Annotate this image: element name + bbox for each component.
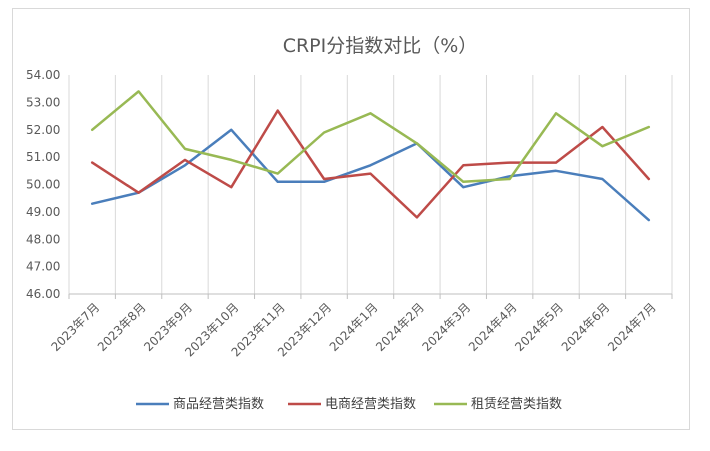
legend-item: 租赁经营类指数 — [434, 397, 562, 412]
y-tick-label: 54.00 — [26, 68, 60, 82]
legend-label: 租赁经营类指数 — [471, 397, 562, 412]
legend-label: 电商经营类指数 — [325, 397, 416, 412]
series-line-2 — [90, 109, 651, 219]
x-tick-label: 2023年7月 — [48, 300, 102, 354]
x-tick-label: 2024年6月 — [559, 300, 613, 354]
axes: 46.00 47.00 48.00 49.00 50.00 51.00 52.00 53.00… — [26, 68, 673, 359]
series-line-1 — [90, 128, 651, 222]
x-tick-label: 2024年4月 — [466, 300, 520, 354]
series-line-3 — [90, 90, 651, 184]
y-tick-label: 50.00 — [26, 178, 60, 192]
y-tick-label: 53.00 — [26, 95, 60, 109]
legend-label: 商品经营类指数 — [173, 397, 264, 412]
x-tick-label: 2023年8月 — [95, 300, 149, 354]
x-tick-label: 2024年1月 — [327, 300, 381, 354]
series-lines — [90, 90, 651, 222]
y-tick-label: 52.00 — [26, 123, 60, 137]
x-tick-label: 2024年2月 — [373, 300, 427, 354]
chart-frame — [12, 8, 690, 430]
legend-item: 商品经营类指数 — [136, 397, 264, 412]
gridlines — [68, 75, 673, 294]
y-tick-label: 46.00 — [26, 287, 60, 301]
y-tick-label: 49.00 — [26, 205, 60, 219]
legend-item: 电商经营类指数 — [288, 397, 416, 412]
legend: 商品经营类指数 电商经营类指数 租赁经营类指数 — [136, 397, 562, 412]
chart-title: CRPI分指数对比（%） — [283, 35, 478, 57]
x-tick-label: 2024年7月 — [605, 300, 659, 354]
y-tick-label: 51.00 — [26, 150, 60, 164]
x-tick-label: 2024年3月 — [420, 300, 474, 354]
x-tick-label: 2024年5月 — [512, 300, 566, 354]
y-tick-label: 47.00 — [26, 260, 60, 274]
y-tick-label: 48.00 — [26, 232, 60, 246]
